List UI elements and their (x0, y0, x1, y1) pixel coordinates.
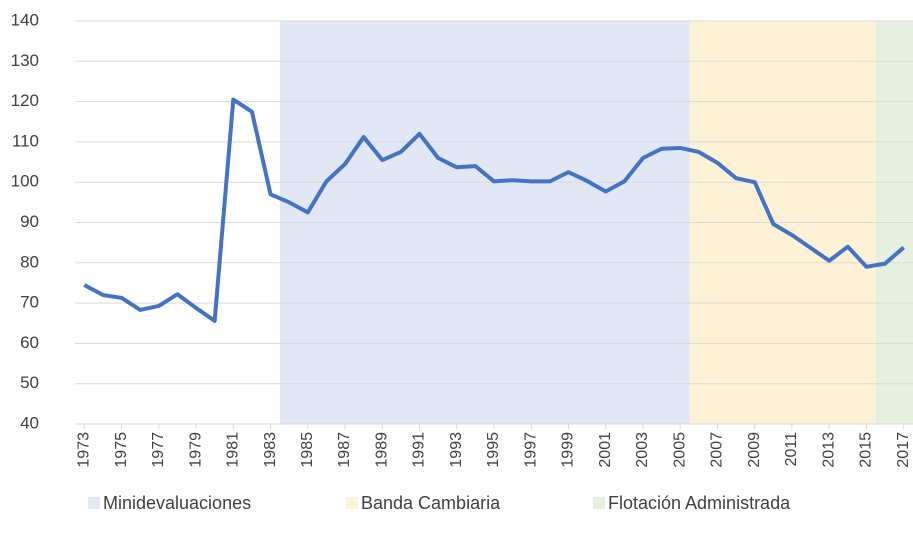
x-tick-label: 2009 (746, 432, 763, 468)
x-tick-label: 2011 (783, 432, 800, 467)
y-tick-label: 50 (20, 373, 39, 392)
x-tick-label: 1985 (299, 432, 316, 468)
x-tick-label: 1975 (113, 432, 130, 468)
legend-label: Banda Cambiaria (361, 493, 501, 513)
y-tick-label: 40 (20, 413, 39, 432)
x-tick-label: 1979 (187, 432, 204, 468)
y-tick-label: 70 (20, 293, 39, 312)
x-tick-label: 2003 (634, 432, 651, 468)
legend-swatch (88, 497, 100, 509)
y-tick-label: 110 (12, 131, 39, 150)
x-tick-label: 1981 (225, 432, 242, 468)
x-tick-label: 2005 (671, 432, 688, 468)
x-tick-label: 1973 (76, 432, 93, 468)
legend-swatch (593, 497, 605, 509)
y-tick-label: 90 (20, 212, 39, 231)
x-tick-label: 1993 (448, 432, 465, 468)
y-tick-label: 80 (20, 252, 39, 271)
legend-label: Minidevaluaciones (103, 493, 251, 513)
y-tick-label: 60 (20, 333, 39, 352)
x-tick-label: 1991 (411, 432, 428, 468)
x-tick-label: 2007 (709, 432, 726, 468)
x-tick-label: 2013 (820, 432, 837, 468)
x-tick-label: 2001 (597, 432, 614, 468)
x-tick-label: 2017 (895, 432, 912, 468)
x-tick-label: 2015 (858, 432, 875, 468)
x-tick-label: 1997 (522, 432, 539, 468)
x-tick-label: 1987 (336, 432, 353, 468)
x-tick-label: 1999 (560, 432, 577, 468)
x-tick-label: 1995 (485, 432, 502, 468)
legend-swatch (346, 497, 358, 509)
x-tick-label: 1989 (373, 432, 390, 468)
x-tick-label: 1983 (262, 432, 279, 468)
legend-label: Flotación Administrada (608, 493, 791, 513)
y-tick-label: 130 (11, 51, 39, 70)
y-tick-label: 100 (11, 172, 39, 191)
y-tick-label: 120 (11, 91, 39, 110)
x-tick-label: 1977 (150, 432, 167, 468)
y-tick-label: 140 (11, 10, 39, 29)
data-line (83, 97, 905, 323)
